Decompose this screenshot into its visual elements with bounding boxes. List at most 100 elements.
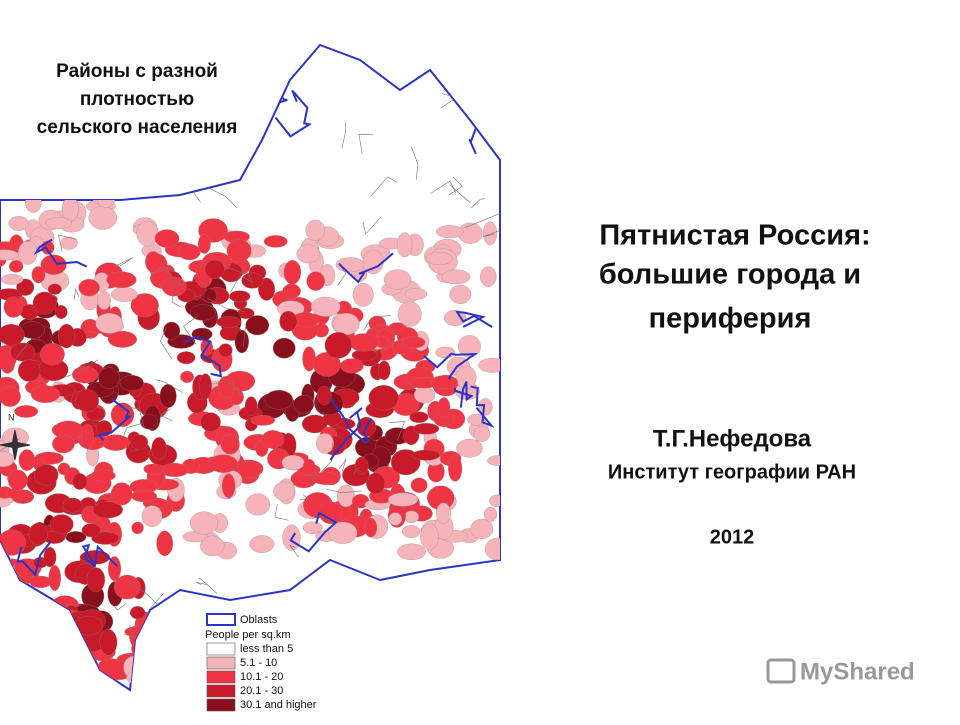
density-cell (0, 249, 19, 261)
density-cell (95, 313, 123, 334)
district-line (289, 544, 299, 558)
slide-title: Пятнистая Россия: (599, 220, 870, 252)
density-cell (305, 219, 326, 241)
district-line (450, 185, 471, 204)
density-cell (199, 373, 212, 400)
density-cell (145, 251, 162, 273)
density-cell (480, 266, 497, 287)
density-cell (143, 463, 164, 475)
density-cell (197, 234, 211, 254)
density-cell (249, 535, 275, 553)
density-cell (18, 241, 38, 265)
density-cell (332, 313, 360, 336)
district-line (113, 603, 127, 611)
district-line (155, 379, 183, 393)
density-cell (140, 414, 158, 430)
density-cell (202, 288, 217, 303)
district-line (388, 421, 406, 441)
density-cell (38, 641, 66, 659)
density-cell (402, 336, 426, 349)
district-line (73, 287, 80, 300)
legend-boundary-swatch (206, 613, 236, 626)
density-cell (178, 243, 201, 261)
density-cell (0, 274, 24, 285)
legend-label: 5.1 - 10 (240, 657, 277, 669)
district-line (222, 265, 242, 293)
density-cell (293, 395, 314, 414)
density-cell (18, 449, 36, 471)
density-cell (81, 523, 101, 538)
density-cell (48, 625, 74, 644)
density-cell (154, 229, 180, 248)
legend-label: 20.1 - 30 (240, 685, 283, 697)
legend-label: 30.1 and higher (240, 699, 317, 711)
district-line (353, 583, 373, 604)
district-line (337, 265, 347, 286)
density-cell (190, 304, 216, 321)
district-line (113, 257, 134, 268)
density-cell (106, 271, 137, 289)
district-line (352, 469, 362, 475)
density-cell (3, 296, 23, 318)
oblast-border (338, 252, 394, 284)
density-cell (54, 305, 68, 319)
legend-swatch (206, 656, 236, 670)
density-cell (47, 616, 62, 639)
density-cell (435, 225, 464, 239)
density-cell (61, 196, 79, 222)
density-cell (302, 521, 323, 534)
density-cell (0, 603, 17, 621)
density-cell (404, 288, 428, 300)
density-cell (10, 342, 36, 362)
map-title: плотностью (80, 89, 194, 110)
district-line (363, 314, 392, 331)
oblast-border (151, 601, 198, 633)
density-cell (75, 389, 99, 413)
density-cell (110, 402, 135, 427)
density-cell (241, 272, 264, 289)
district-line (488, 53, 500, 71)
density-cell (436, 502, 451, 524)
legend-swatch (206, 684, 236, 698)
density-cell (312, 471, 339, 485)
density-cell (448, 455, 463, 482)
oblast-border (16, 541, 52, 577)
density-cell (478, 358, 500, 373)
compass-rose (0, 429, 31, 461)
density-cell (281, 455, 305, 471)
density-cell (208, 454, 238, 473)
density-cell (352, 283, 374, 307)
density-cell (484, 537, 500, 561)
density-cell (279, 310, 298, 332)
density-cell (126, 670, 151, 685)
district-line (216, 380, 245, 397)
density-cell (66, 644, 91, 667)
district-line (123, 625, 131, 635)
density-cell (55, 658, 70, 671)
density-cell (0, 640, 13, 660)
density-cell (456, 438, 483, 458)
density-cell (402, 525, 421, 538)
density-cell (310, 296, 341, 317)
density-cell (316, 433, 334, 454)
density-cell (0, 451, 15, 467)
density-cell (435, 346, 456, 359)
density-cell (58, 663, 86, 681)
slide-title: периферия (649, 303, 812, 335)
density-cell (282, 283, 301, 299)
density-cell (25, 192, 42, 213)
density-cell (473, 426, 490, 442)
density-cell (388, 512, 403, 526)
density-cell (487, 455, 500, 466)
watermark-icon (766, 658, 796, 684)
district-line (15, 341, 30, 359)
author: Т.Г.Нефедова (653, 425, 812, 452)
density-cell (189, 511, 219, 535)
density-cell (263, 235, 288, 248)
density-cell (204, 259, 225, 279)
district-line (243, 326, 247, 347)
district-line (160, 408, 173, 422)
watermark-text: MyShared (800, 658, 915, 685)
density-cell (130, 490, 158, 503)
density-cell (22, 602, 46, 619)
